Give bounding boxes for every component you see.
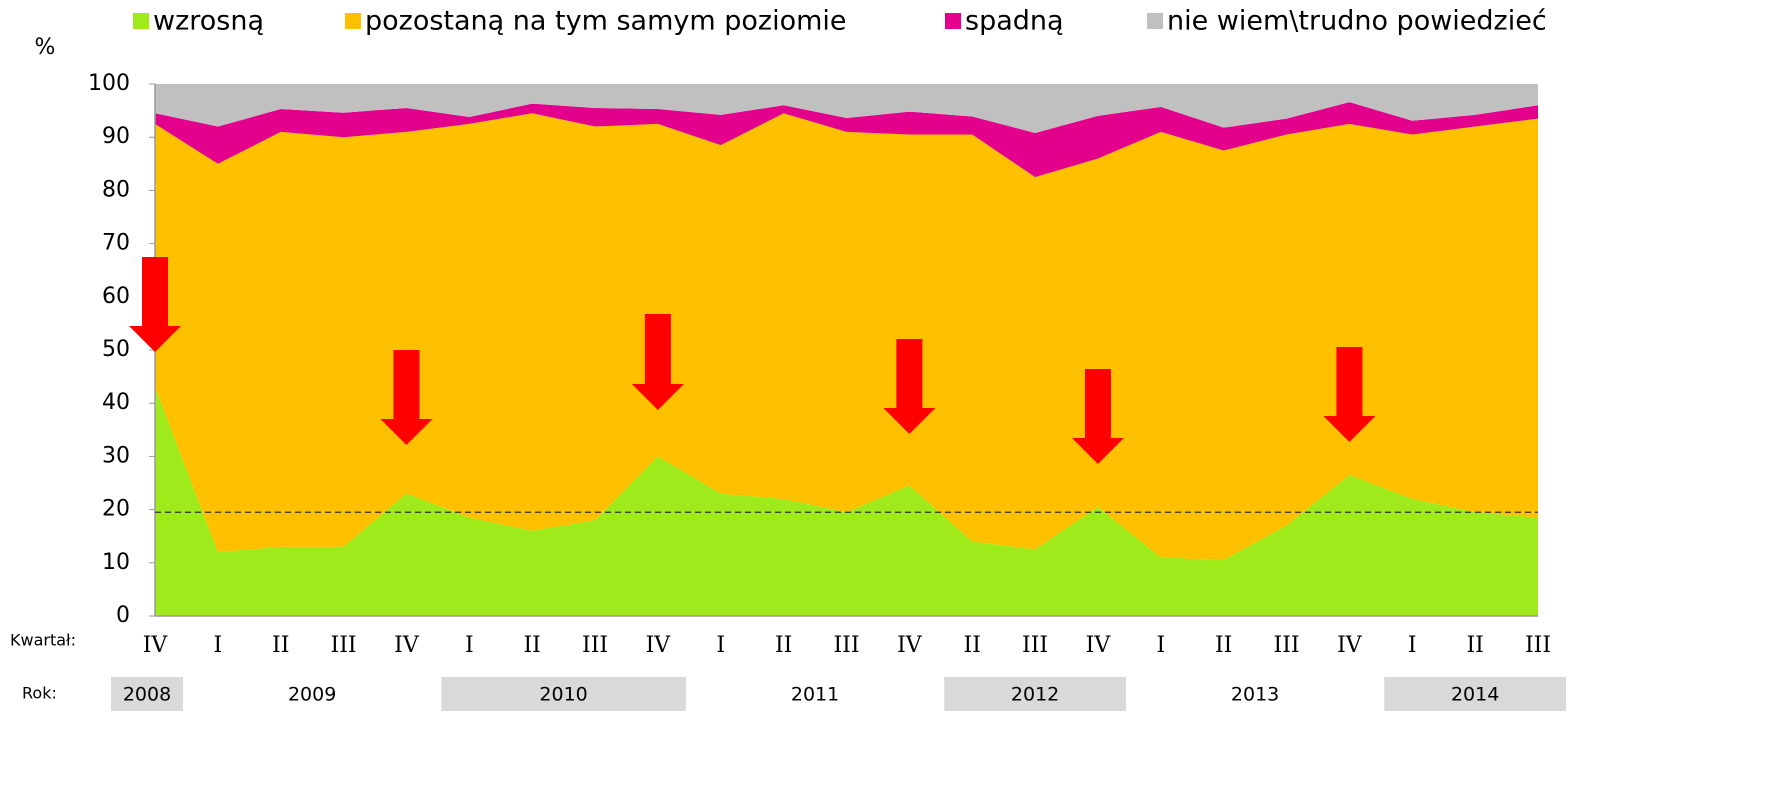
year-band <box>111 677 183 711</box>
area <box>155 113 1538 561</box>
y-tick-label: 30 <box>102 443 130 468</box>
arrow <box>631 314 684 410</box>
area <box>155 84 1538 133</box>
legend-swatch <box>1147 13 1163 29</box>
arrow <box>380 350 433 445</box>
y-tick-label: 0 <box>116 603 130 628</box>
x-tick-label: II <box>272 633 289 658</box>
legend-label: spadną <box>965 6 1064 37</box>
x-tick-label: III <box>1274 633 1300 658</box>
year-band <box>1384 677 1566 711</box>
legend-swatch <box>345 13 361 29</box>
x-tick-label: IV <box>1086 633 1112 658</box>
legend-label: pozostaną na tym samym poziomie <box>365 6 847 37</box>
x-tick-label: III <box>1525 633 1551 658</box>
x-tick-label: II <box>523 633 540 658</box>
x-tick-label: I <box>1156 633 1165 658</box>
year-band <box>944 677 1126 711</box>
y-tick-label: 40 <box>102 390 130 415</box>
year-row-label: Rok: <box>22 684 57 703</box>
legend-label: wzrosną <box>153 6 264 37</box>
legend-label: nie wiem\trudno powiedzieć <box>1167 6 1547 37</box>
x-tick-label: III <box>331 633 357 658</box>
x-tick-label: IV <box>1337 633 1363 658</box>
x-tick-label: IV <box>646 633 672 658</box>
area <box>155 102 1538 178</box>
year-label: 2011 <box>791 684 839 706</box>
y-tick-label: 20 <box>102 497 130 522</box>
x-tick-label: II <box>1215 633 1232 658</box>
x-tick-label: IV <box>394 633 420 658</box>
arrow <box>129 257 181 352</box>
x-tick-label: I <box>716 633 725 658</box>
x-tick-label: I <box>465 633 474 658</box>
x-tick-label: II <box>775 633 792 658</box>
x-tick-label: IV <box>143 633 169 658</box>
year-label: 2012 <box>1011 684 1059 706</box>
x-tick-label: II <box>1466 633 1483 658</box>
arrow <box>1323 347 1376 442</box>
legend-swatch <box>133 13 149 29</box>
year-label: 2013 <box>1231 684 1279 706</box>
arrow <box>883 339 936 434</box>
y-tick-label: 90 <box>102 124 130 149</box>
y-axis-label: % <box>35 35 56 60</box>
year-label: 2008 <box>123 684 171 706</box>
year-label: 2010 <box>539 684 587 706</box>
y-tick-label: 60 <box>102 284 130 309</box>
x-tick-label: III <box>833 633 859 658</box>
y-tick-label: 80 <box>102 177 130 202</box>
x-tick-label: II <box>964 633 981 658</box>
year-label: 2009 <box>288 684 336 706</box>
y-tick-label: 10 <box>102 550 130 575</box>
year-band <box>441 677 686 711</box>
x-tick-label: III <box>582 633 608 658</box>
quarter-row-label: Kwartał: <box>10 631 76 650</box>
y-tick-label: 50 <box>102 337 130 362</box>
x-tick-label: I <box>214 633 223 658</box>
year-label: 2014 <box>1451 684 1499 706</box>
legend-swatch <box>945 13 961 29</box>
x-tick-label: I <box>1408 633 1417 658</box>
y-tick-label: 100 <box>88 71 130 96</box>
x-tick-label: III <box>1022 633 1048 658</box>
y-tick-label: 70 <box>102 231 130 256</box>
arrow <box>1071 369 1124 464</box>
x-tick-label: IV <box>897 633 923 658</box>
